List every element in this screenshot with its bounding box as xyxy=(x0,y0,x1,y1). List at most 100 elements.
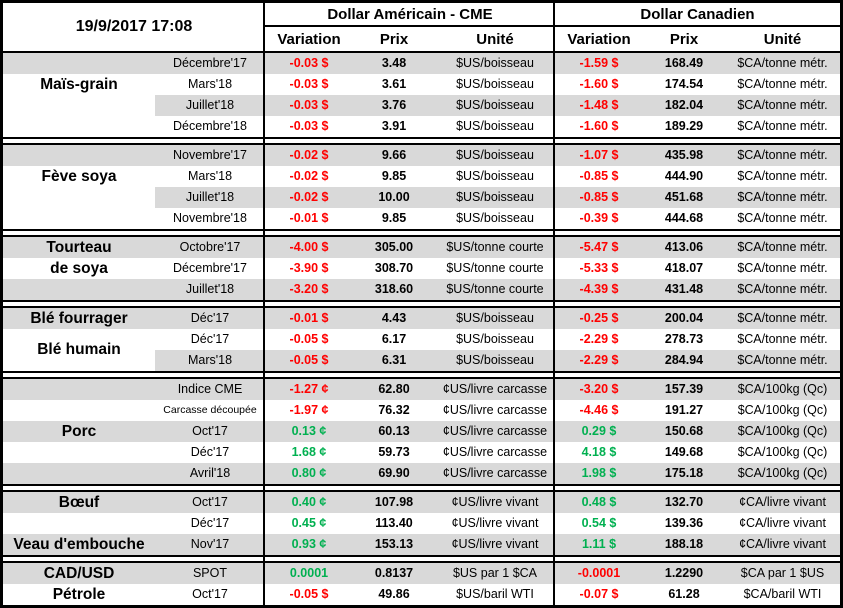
ca-unit: ¢CA/livre vivant xyxy=(725,492,840,513)
us-variation: -0.05 $ xyxy=(265,350,353,371)
us-variation: -0.05 $ xyxy=(289,587,329,601)
ca-price: 278.73 xyxy=(664,332,704,346)
contract-month: Déc'17 xyxy=(190,332,230,346)
section-divider xyxy=(3,484,840,492)
us-price: 3.61 xyxy=(381,77,407,91)
commodity-label-cell xyxy=(3,513,155,534)
commodity-label-cell xyxy=(3,74,155,95)
column-divider-ca xyxy=(553,3,555,605)
us-price: 308.70 xyxy=(374,261,414,275)
ca-variation: -0.07 $ xyxy=(579,587,619,601)
us-variation: 0.80 ¢ xyxy=(265,463,353,484)
ca-variation: 4.18 $ xyxy=(581,445,617,459)
us-unit: $US/boisseau xyxy=(435,187,555,208)
ca-price: 182.04 xyxy=(643,95,725,116)
us-price: 6.17 xyxy=(381,332,407,346)
us-price: 9.66 xyxy=(353,145,435,166)
ca-unit: $CA/tonne métr. xyxy=(737,332,828,346)
commodity-label-cell xyxy=(3,237,155,258)
ca-unit: $CA par 1 $US xyxy=(725,563,840,584)
contract-month: Oct'17 xyxy=(192,587,228,601)
ca-unit: $CA/tonne métr. xyxy=(725,308,840,329)
us-unit: $US/boisseau xyxy=(435,145,555,166)
us-unit: $US/baril WTI xyxy=(456,587,534,601)
contract-month: Décembre'17 xyxy=(173,261,247,275)
us-variation: -3.20 $ xyxy=(265,279,353,300)
section-porc: Indice CME -1.27 ¢ 62.80 ¢US/livre carcasse… xyxy=(3,379,840,484)
ca-variation: -1.59 $ xyxy=(555,53,643,74)
ca-variation: -1.60 $ xyxy=(579,119,619,133)
us-variation: -0.02 $ xyxy=(265,145,353,166)
commodity-label-cell xyxy=(3,279,155,300)
us-variation: -1.97 ¢ xyxy=(289,403,329,417)
timestamp: 19/9/2017 17:08 xyxy=(75,18,193,35)
ca-variation: -0.25 $ xyxy=(555,308,643,329)
commodity-label-cell xyxy=(3,187,155,208)
ca-price: 150.68 xyxy=(643,421,725,442)
contract-month: Carcasse découpée xyxy=(163,404,257,416)
ca-price: 444.68 xyxy=(664,211,704,225)
ca-unit: $CA/100kg (Qc) xyxy=(725,463,840,484)
section-tourteau-de-soya: Octobre'17 -4.00 $305.00 $US/tonne courte -… xyxy=(3,237,840,300)
contract-month: Déc'17 xyxy=(190,516,230,530)
ca-unit: $CA/tonne métr. xyxy=(725,237,840,258)
ca-col-unite: Unité xyxy=(763,30,802,48)
us-unit: $US/boisseau xyxy=(435,95,555,116)
ca-unit: $CA/tonne métr. xyxy=(725,95,840,116)
us-price: 9.85 xyxy=(381,169,407,183)
us-variation: 1.68 ¢ xyxy=(291,445,327,459)
contract-month: SPOT xyxy=(155,563,265,584)
us-variation: -0.02 $ xyxy=(265,187,353,208)
us-unit: $US/boisseau xyxy=(456,119,534,133)
ca-price: 1.2290 xyxy=(643,563,725,584)
ca-variation: -2.29 $ xyxy=(579,332,619,346)
ca-variation: 0.54 $ xyxy=(581,516,617,530)
contract-month: Mars'18 xyxy=(187,77,233,91)
ca-price: 174.54 xyxy=(664,77,704,91)
ca-unit: $CA/tonne métr. xyxy=(737,119,828,133)
us-unit: $US/boisseau xyxy=(456,169,534,183)
ca-price: 139.36 xyxy=(664,516,704,530)
section-divider xyxy=(3,300,840,308)
ca-unit: $CA/tonne métr. xyxy=(725,350,840,371)
us-price: 305.00 xyxy=(353,237,435,258)
ca-unit: ¢CA/livre vivant xyxy=(725,534,840,555)
us-price: 59.73 xyxy=(378,445,410,459)
us-unit: ¢US/livre carcasse xyxy=(435,379,555,400)
section-cadusd-petrole: SPOT 0.0001 0.8137 $US par 1 $CA -0.0001 1.22… xyxy=(3,563,840,605)
ca-price: 444.90 xyxy=(664,169,704,183)
ca-price: 451.68 xyxy=(643,187,725,208)
contract-month: Juillet'18 xyxy=(155,279,265,300)
ca-variation: -1.60 $ xyxy=(579,77,619,91)
us-unit: ¢US/livre carcasse xyxy=(442,403,548,417)
ca-variation: -0.85 $ xyxy=(579,169,619,183)
ca-price: 284.94 xyxy=(643,350,725,371)
section-ble: Déc'17 -0.01 $4.43 $US/boisseau -0.25 $200.… xyxy=(3,308,840,371)
section-boeuf-veau: Oct'17 0.40 ¢ 107.98 ¢US/livre vivant 0.48 $… xyxy=(3,492,840,555)
ca-price: 189.29 xyxy=(664,119,704,133)
contract-month: Octobre'17 xyxy=(155,237,265,258)
contract-month: Novembre'17 xyxy=(155,145,265,166)
us-price: 9.85 xyxy=(381,211,407,225)
ca-unit: $CA/tonne métr. xyxy=(725,53,840,74)
us-unit: ¢US/livre vivant xyxy=(435,492,555,513)
commodity-label-cell xyxy=(3,563,155,584)
ca-price: 175.18 xyxy=(643,463,725,484)
contract-month: Nov'17 xyxy=(155,534,265,555)
table-header: 19/9/2017 17:08 Dollar Américain - CME V… xyxy=(3,3,840,53)
ca-price: 149.68 xyxy=(664,445,704,459)
ca-col-variation: Variation xyxy=(567,30,631,48)
contract-month: Décembre'18 xyxy=(173,119,247,133)
ca-price: 418.07 xyxy=(664,261,704,275)
commodity-label-cell xyxy=(3,463,155,484)
ca-variation: 1.11 $ xyxy=(555,534,643,555)
section-divider xyxy=(3,371,840,379)
contract-month: Oct'17 xyxy=(155,492,265,513)
ca-col-prix: Prix xyxy=(669,30,699,48)
ca-unit: ¢CA/livre vivant xyxy=(739,516,826,530)
ca-variation: -1.07 $ xyxy=(555,145,643,166)
us-price: 3.91 xyxy=(381,119,407,133)
us-price: 113.40 xyxy=(375,516,413,530)
commodity-label-cell xyxy=(3,258,155,279)
